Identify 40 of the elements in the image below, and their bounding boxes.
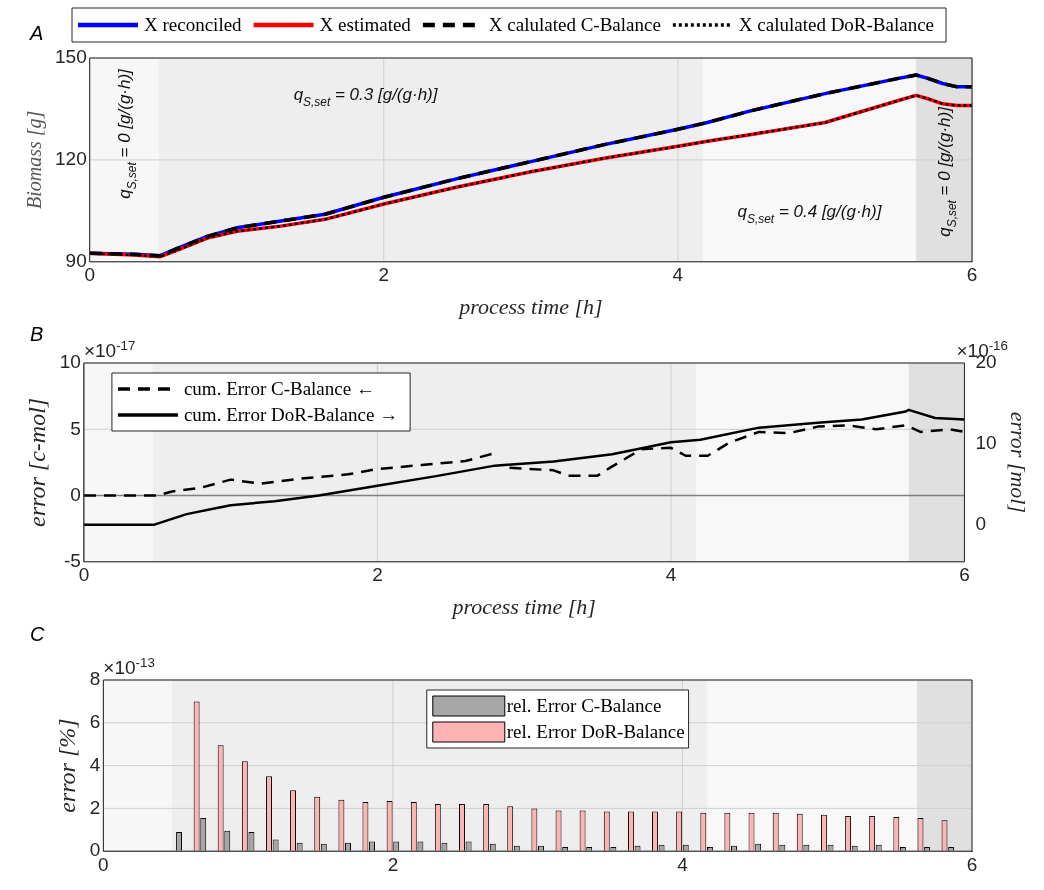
y-tick-label: 120	[55, 148, 87, 170]
x-tick-label: 2	[387, 853, 399, 875]
y-tick-label: 2	[89, 796, 101, 818]
chart-title: C	[30, 623, 45, 645]
y-tick-label: 150	[55, 46, 87, 68]
legend-label: X calulated C-Balance	[488, 13, 661, 35]
x-axis-title: process time [h]	[457, 293, 603, 319]
y2-tick-label: 0	[975, 512, 987, 534]
y-tick-label: 8	[89, 668, 101, 690]
y-tick-label: 0	[70, 483, 81, 505]
legend-label: cum. Error DoR-Balance →	[183, 403, 399, 425]
x-tick-label: 4	[672, 264, 684, 286]
y-tick-label: -5	[64, 550, 81, 572]
y-tick-label: 5	[70, 417, 81, 439]
legend-label: X reconciled	[144, 13, 243, 35]
x-axis-title: process time [h]	[450, 593, 596, 619]
x-tick-label: 6	[966, 853, 978, 875]
chart-title: B	[30, 323, 44, 345]
legend-label: rel. Error C-Balance	[506, 694, 662, 716]
y-axis-title: error [%]	[53, 718, 80, 813]
x-tick-label: 6	[966, 264, 978, 286]
y-tick-label: 6	[89, 711, 101, 733]
y-axis-title: Biomass [g]	[23, 110, 47, 210]
x-tick-label: 2	[372, 564, 383, 586]
legend-label: X estimated	[319, 13, 412, 35]
x-tick-label: 4	[665, 564, 677, 586]
band-label: qS,set = 0 [g/(g·h)]	[115, 67, 140, 199]
y-tick-label: 10	[59, 351, 81, 373]
band-label: qS,set = 0 [g/(g·h)]	[935, 105, 960, 237]
x-tick-label: 2	[378, 264, 390, 286]
legend-label: rel. Error DoR-Balance	[506, 720, 685, 742]
x-tick-label: 6	[959, 564, 970, 586]
y-tick-label: 4	[89, 753, 101, 775]
y2-axis-title: error [mol]	[1006, 411, 1032, 514]
y-axis-title: error [c-mol]	[23, 397, 50, 527]
x-tick-label: 4	[677, 853, 689, 875]
chart-title: A	[29, 22, 44, 44]
legend-label: cum. Error C-Balance ←	[183, 377, 375, 399]
legend-label: X calulated DoR-Balance	[738, 13, 935, 35]
y2-tick-label: 10	[975, 432, 997, 454]
